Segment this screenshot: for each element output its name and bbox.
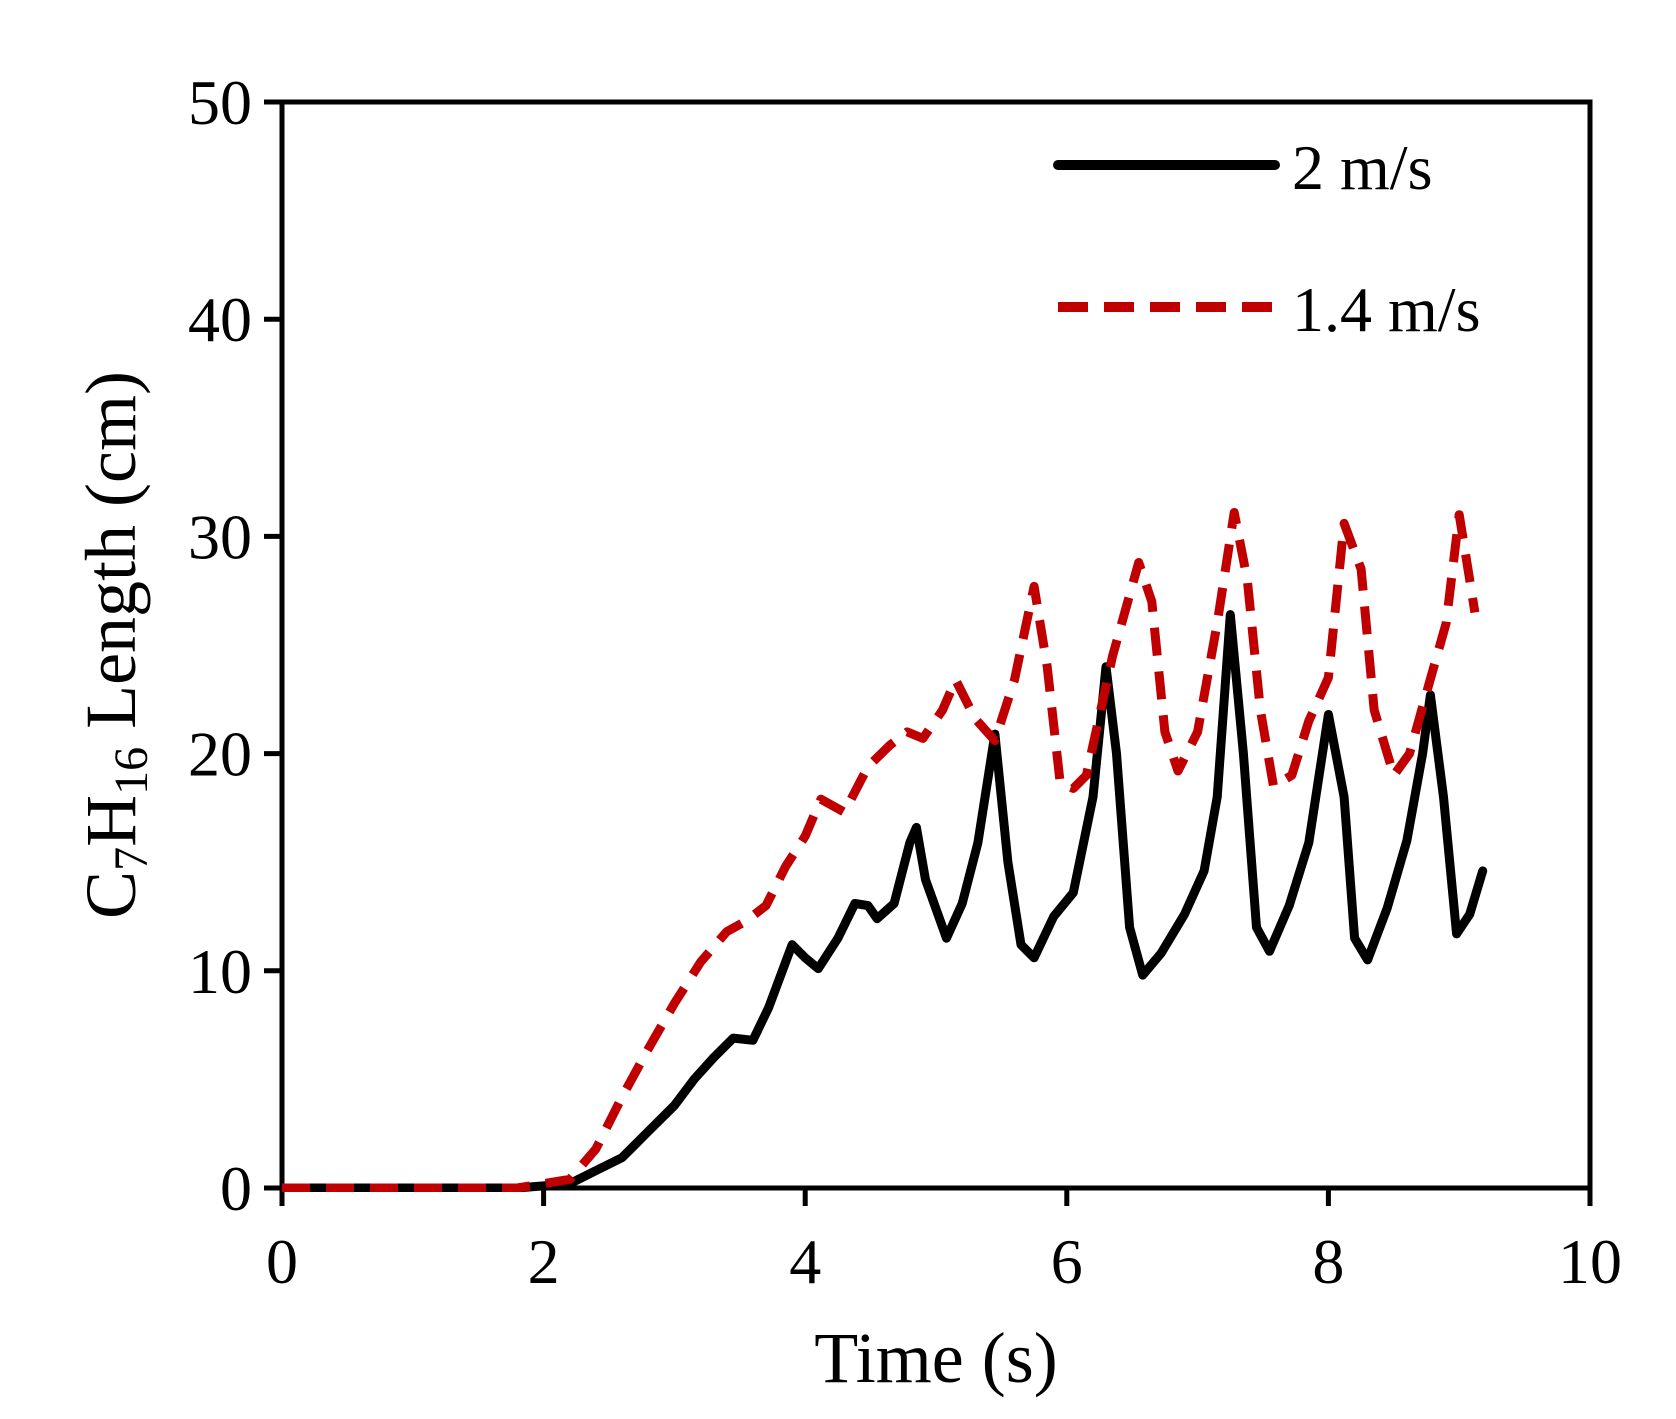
y-axis-title-part: Length (cm)	[71, 371, 151, 747]
series-line-solid	[280, 610, 1488, 1192]
legend: 2 m/s 1.4 m/s	[1053, 132, 1480, 345]
x-axis-title: Time (s)	[814, 1318, 1057, 1398]
y-tick-label: 10	[188, 936, 252, 1007]
x-tick-label: 4	[789, 1226, 821, 1297]
x-tick-label: 8	[1312, 1226, 1344, 1297]
y-tick-label: 30	[188, 501, 252, 572]
plot-area-frame	[279, 99, 1593, 1191]
y-axis-title: C7H16 Length (cm)	[71, 371, 158, 919]
x-tick-label: 2	[528, 1226, 560, 1297]
y-axis-title-subscript: 16	[105, 747, 158, 795]
y-tick-label: 40	[188, 284, 252, 355]
legend-label: 2 m/s	[1292, 132, 1432, 203]
y-axis-title-part: H	[71, 795, 151, 847]
y-tick-label: 20	[188, 719, 252, 790]
series-layer	[280, 508, 1488, 1192]
x-tick-label: 10	[1558, 1226, 1622, 1297]
x-tick-label: 6	[1051, 1226, 1083, 1297]
y-tick-label: 50	[188, 67, 252, 138]
series-line-dashed	[282, 508, 1480, 1192]
y-axis-title-subscript: 7	[105, 847, 158, 871]
legend-label: 1.4 m/s	[1292, 274, 1480, 345]
y-axis-title-part: C	[71, 871, 151, 919]
y-tick-label: 0	[220, 1153, 252, 1224]
y-axis: 0 10 20 30 40 50	[188, 67, 282, 1224]
x-tick-label: 0	[266, 1226, 298, 1297]
x-axis: 0 2 4 6 8 10	[266, 1188, 1622, 1297]
